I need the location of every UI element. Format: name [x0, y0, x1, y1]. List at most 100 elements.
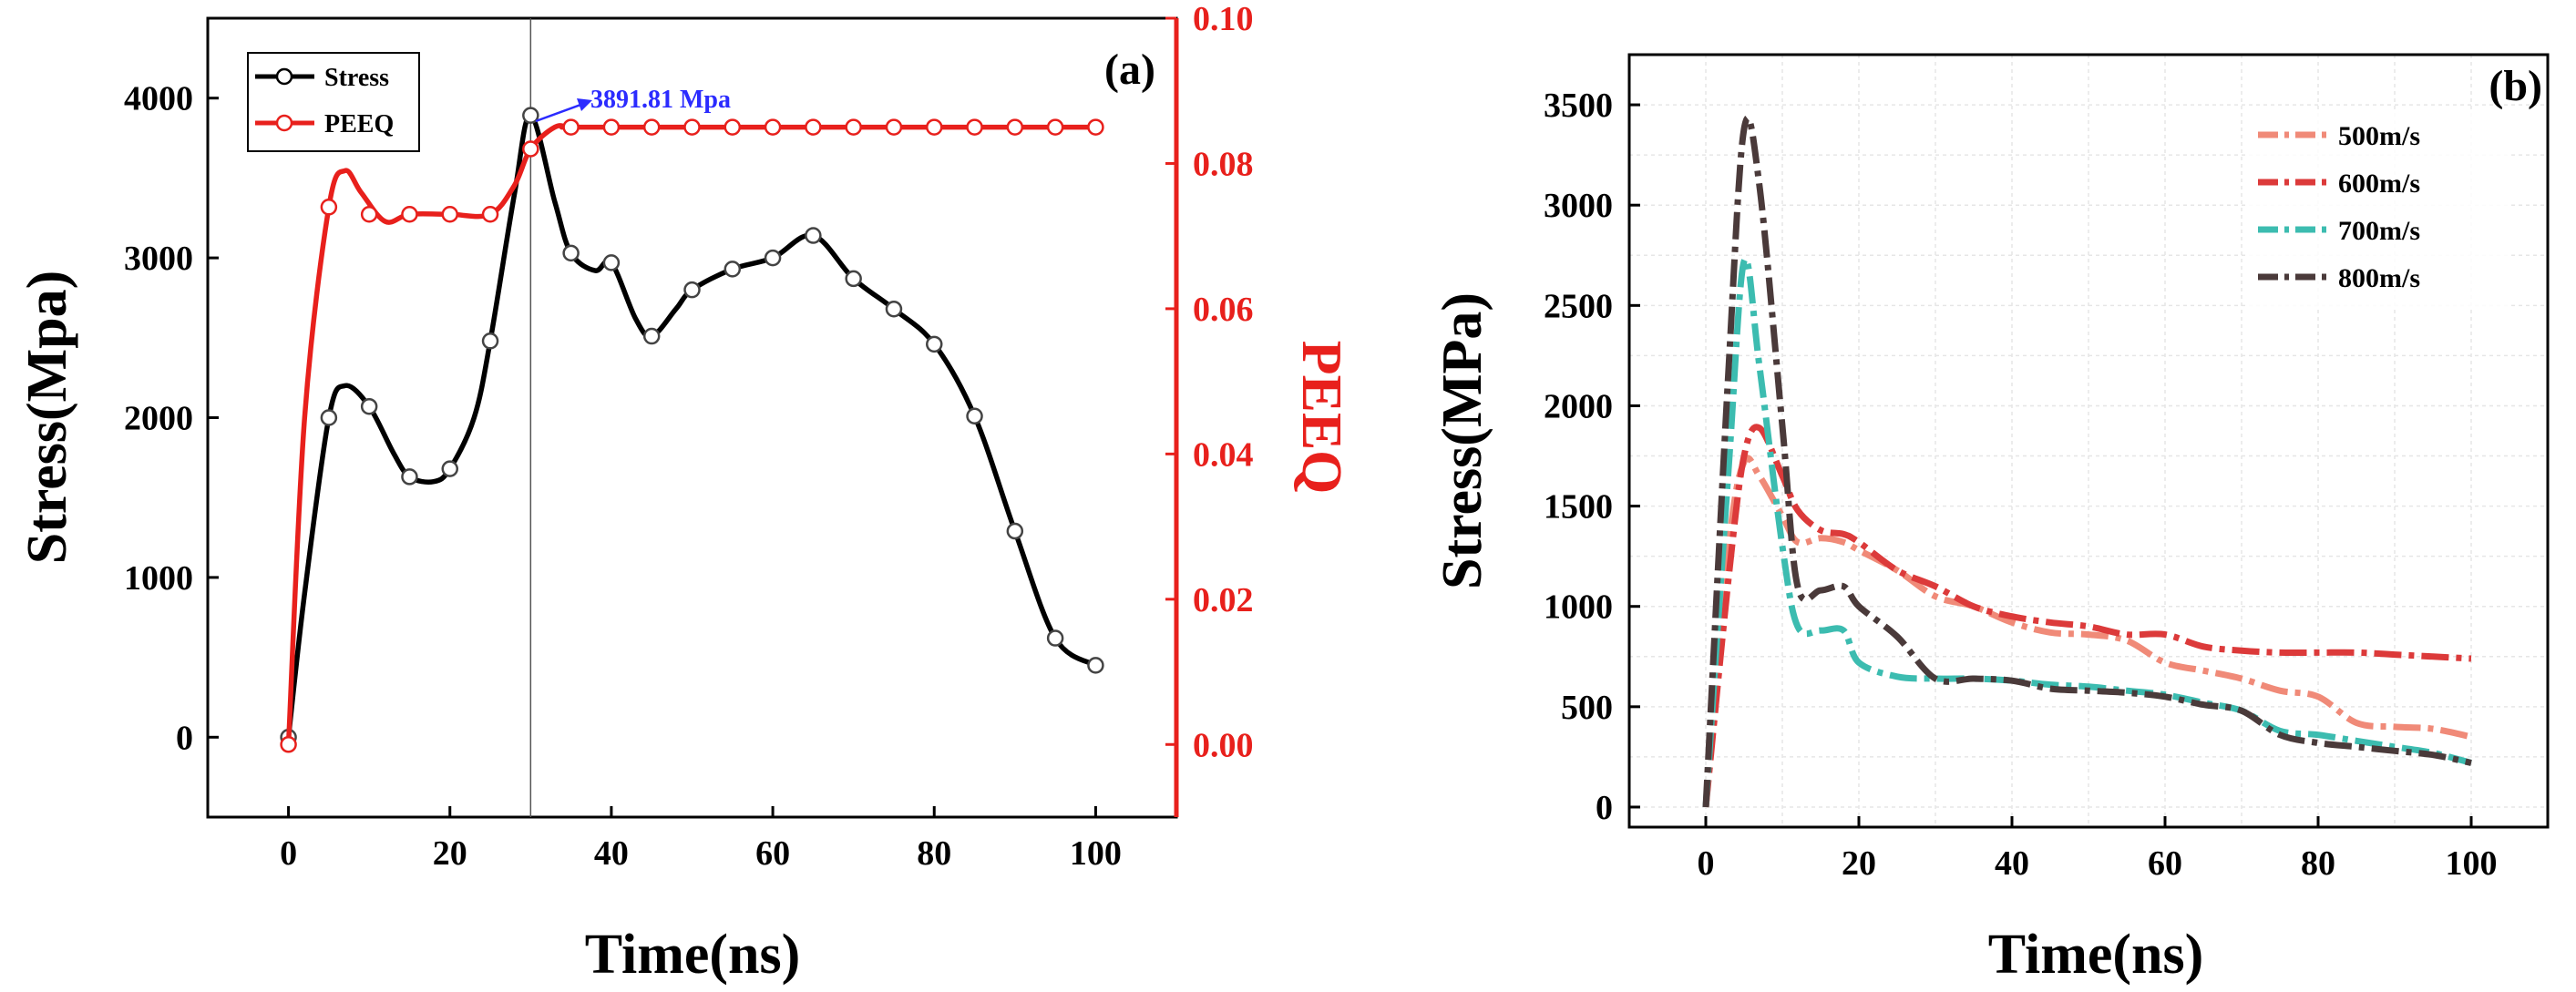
annotation-peak-label: 3891.81 Mpa [590, 86, 731, 114]
panel-b-y-tick-label: 2000 [1544, 387, 1613, 425]
series-stress-point [885, 300, 903, 318]
panel-a-y2-tick-label: 0.08 [1193, 145, 1254, 183]
panel-b-x-tick-label: 60 [2148, 844, 2182, 883]
panel-a-y2-ticks: 0.00 0.02 0.04 0.06 0.08 0.10 [1165, 0, 1254, 764]
series-stress-point [724, 261, 742, 278]
panel-a-y2-tick-label: 0.04 [1193, 435, 1254, 474]
panel-b-x-tick-label: 20 [1842, 844, 1876, 883]
series-peeq-point [562, 118, 580, 136]
legend-500-label: 500m/s [2338, 121, 2420, 151]
panel-a-legend-box [247, 52, 420, 152]
panel-a-label: (a) [1104, 46, 1155, 94]
series-peeq-point [764, 118, 782, 136]
panel-a-x-tick-label: 0 [280, 834, 297, 873]
panel-a-x-tick-label: 80 [917, 834, 951, 873]
series-peeq-point [1046, 118, 1064, 136]
panel-a-series [280, 18, 1104, 817]
panel-b-y-ticks: 0 500 1000 1500 2000 2500 3000 3500 [1544, 87, 1640, 827]
series-stress-point [1006, 522, 1024, 540]
series-peeq-point [602, 118, 621, 136]
panel-a-y2-axis-title: PEEQ [1290, 341, 1352, 495]
series-peeq-point [441, 206, 458, 223]
series-stress-line [285, 112, 1097, 738]
series-peeq-point [642, 118, 661, 136]
panel-b-x-tick-label: 40 [1995, 844, 2029, 883]
series-peeq-point [1087, 118, 1104, 136]
annotation-arrow-head [577, 98, 592, 111]
series-stress-point [602, 254, 621, 271]
series-stress-point [1087, 657, 1104, 674]
series-peeq-point [522, 140, 539, 158]
panel-a-x-axis-title: Time(ns) [585, 924, 801, 986]
series-peeq-point [885, 118, 903, 136]
series-stress-point [522, 107, 539, 124]
panel-b-y-tick-label: 1000 [1544, 588, 1613, 627]
series-stress-point [401, 468, 418, 486]
panel-b: 0 20 40 60 80 100 0 500 1000 1500 2000 2500 3000 350… [1432, 53, 2550, 986]
series-stress-point [562, 244, 580, 262]
series-stress-point [805, 227, 822, 244]
legend-800-label: 800m/s [2338, 263, 2420, 293]
series-800m-s-line [1702, 115, 2472, 808]
panel-b-x-tick-label: 80 [2301, 844, 2335, 883]
panel-b-y-tick-label: 3500 [1544, 87, 1613, 125]
series-600m-s-line [1702, 424, 2472, 808]
panel-b-y-tick-label: 0 [1596, 789, 1613, 827]
panel-a-x-tick-label: 100 [1070, 834, 1122, 873]
series-peeq-point [320, 199, 338, 216]
panel-a-y2-tick-label: 0.06 [1193, 291, 1254, 329]
series-peeq-point [683, 118, 701, 136]
panel-b-y-tick-label: 3000 [1544, 187, 1613, 225]
panel-a-y2-tick-label: 0.02 [1193, 581, 1254, 619]
panel-b-x-tick-label: 100 [2446, 844, 2498, 883]
series-stress-point [360, 397, 378, 415]
panel-a-x-ticks: 0 20 40 60 80 100 [280, 806, 1122, 873]
series-peeq-point [360, 206, 378, 223]
panel-b-series [1702, 115, 2472, 808]
series-stress-point [441, 460, 458, 477]
panel-b-plot-frame [1627, 53, 2550, 829]
panel-a-y-tick-label: 1000 [124, 559, 193, 598]
legend-peeq-marker [275, 114, 293, 132]
panel-a-annotation: 3891.81 Mpa [535, 86, 731, 123]
series-peeq-point [401, 206, 418, 223]
panel-b-y-axis-title: Stress(MPa) [1432, 292, 1493, 589]
panel-a-x-tick-label: 40 [594, 834, 629, 873]
panel-a-x-tick-label: 20 [433, 834, 467, 873]
panel-a-y2-tick-label: 0.00 [1193, 726, 1254, 764]
panel-a-y-axis-title: Stress(Mpa) [16, 271, 78, 565]
panel-b-y-tick-label: 1500 [1544, 488, 1613, 527]
series-peeq-point [845, 118, 862, 136]
series-stress-point [966, 407, 983, 424]
panel-a-legend: Stress PEEQ [247, 52, 420, 152]
series-stress-point [320, 409, 338, 426]
panel-b-x-ticks: 0 20 40 60 80 100 [1698, 816, 2498, 883]
series-stress-point [926, 335, 943, 353]
panel-a-y-tick-label: 4000 [124, 80, 193, 118]
series-stress-point [764, 249, 782, 267]
series-stress-point [642, 327, 661, 345]
series-peeq-point [481, 206, 499, 223]
series-peeq-point [966, 118, 983, 136]
panel-a-y-tick-label: 0 [176, 719, 193, 757]
series-peeq-point [280, 736, 297, 753]
series-peeq-point [1006, 118, 1024, 136]
panel-a-y-tick-label: 3000 [124, 240, 193, 278]
panel-b-y-tick-label: 2500 [1544, 287, 1613, 325]
legend-600-label: 600m/s [2338, 169, 2420, 199]
series-peeq-point [724, 118, 742, 136]
panel-b-x-axis-title: Time(ns) [1988, 924, 2204, 986]
series-stress-point [683, 281, 701, 299]
panel-b-legend: 500m/s 600m/s 700m/s 800m/s [2249, 109, 2509, 310]
series-peeq-point [926, 118, 943, 136]
legend-peeq-label: PEEQ [324, 110, 394, 138]
panel-a-y2-tick-label: 0.10 [1193, 0, 1254, 38]
legend-stress-marker [275, 67, 293, 86]
legend-700-label: 700m/s [2338, 216, 2420, 246]
panel-b-label: (b) [2489, 62, 2542, 110]
series-stress-point [481, 332, 499, 350]
panel-b-legend-box [2249, 109, 2509, 310]
series-stress-point [845, 270, 862, 288]
